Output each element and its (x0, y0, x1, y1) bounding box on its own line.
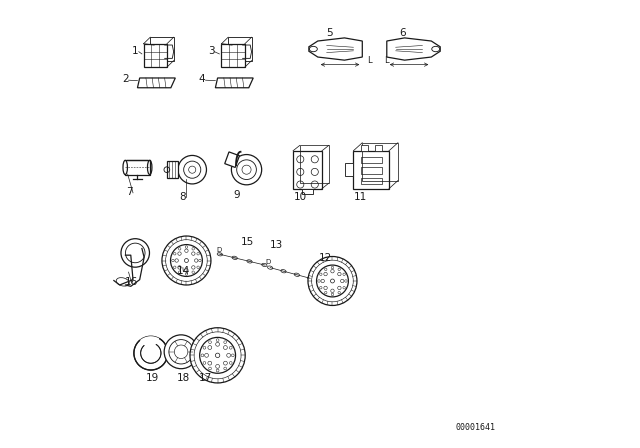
Text: 15: 15 (241, 237, 254, 247)
Text: 5: 5 (326, 28, 332, 38)
Text: 10: 10 (294, 191, 307, 202)
Ellipse shape (217, 253, 223, 256)
Bar (360, 167, 382, 173)
Text: 17: 17 (199, 373, 212, 383)
Circle shape (121, 239, 150, 267)
Polygon shape (387, 38, 440, 60)
Wedge shape (140, 336, 159, 353)
Bar (360, 157, 382, 163)
Text: 16: 16 (125, 277, 138, 288)
Text: 1: 1 (132, 46, 139, 56)
Bar (143, 44, 167, 67)
Bar (353, 151, 389, 189)
Bar (221, 44, 245, 67)
Bar (167, 161, 178, 178)
Circle shape (232, 155, 262, 185)
Text: 11: 11 (353, 191, 367, 202)
Ellipse shape (247, 260, 252, 263)
Text: D: D (217, 246, 222, 253)
Text: 3: 3 (208, 46, 214, 56)
Polygon shape (309, 38, 362, 60)
Polygon shape (216, 78, 253, 88)
Text: 12: 12 (319, 253, 332, 263)
Ellipse shape (308, 277, 313, 280)
Circle shape (308, 257, 357, 306)
Ellipse shape (294, 273, 300, 276)
Bar (125, 160, 150, 175)
Text: L: L (385, 56, 389, 65)
Bar (300, 146, 329, 183)
Circle shape (164, 335, 198, 369)
Text: 9: 9 (233, 190, 240, 200)
Ellipse shape (123, 160, 127, 175)
Bar (293, 151, 322, 189)
Ellipse shape (268, 266, 273, 269)
Text: 6: 6 (399, 28, 406, 38)
Bar (346, 163, 353, 177)
Text: 00001641: 00001641 (456, 423, 496, 432)
Text: 19: 19 (145, 373, 159, 383)
Ellipse shape (262, 263, 267, 267)
Bar (360, 178, 382, 184)
Circle shape (134, 336, 168, 370)
Text: 18: 18 (177, 373, 190, 383)
Bar (228, 37, 252, 60)
Text: L: L (367, 56, 371, 65)
Text: D: D (266, 259, 271, 265)
Circle shape (190, 328, 245, 383)
Circle shape (178, 155, 207, 184)
Text: 7: 7 (126, 187, 133, 197)
Text: 14: 14 (177, 266, 190, 276)
Bar (225, 152, 239, 168)
Text: 2: 2 (122, 74, 129, 84)
Polygon shape (138, 78, 175, 88)
Text: 13: 13 (270, 241, 284, 250)
Bar (302, 189, 313, 194)
Bar (362, 143, 398, 181)
Text: 4: 4 (199, 74, 205, 84)
Circle shape (162, 236, 211, 285)
Bar (360, 146, 367, 151)
Ellipse shape (281, 270, 286, 273)
Bar (150, 37, 173, 60)
Bar (375, 146, 382, 151)
Ellipse shape (232, 256, 237, 259)
Text: 8: 8 (179, 191, 186, 202)
